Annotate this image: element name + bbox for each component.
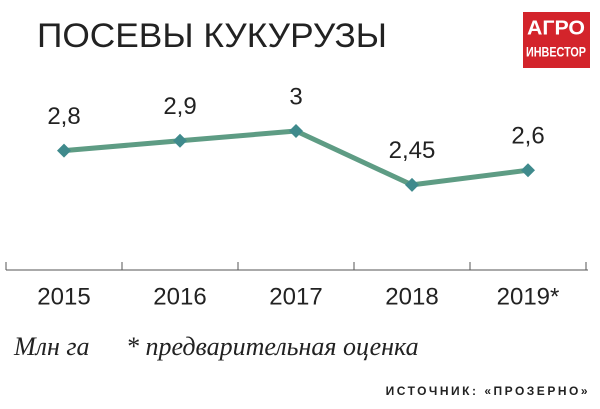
note: * предварительная оценка	[126, 332, 419, 361]
unit-label: Млн га	[13, 332, 90, 361]
value-label: 2,45	[389, 137, 436, 164]
line	[63, 128, 529, 188]
marker	[173, 133, 187, 148]
value-label: 2,8	[47, 103, 80, 130]
logo-text: АГРО	[527, 17, 585, 39]
value-label: 2,9	[163, 93, 196, 120]
x-tick-label: 2017	[269, 283, 322, 310]
x-tick-label: 2016	[153, 283, 206, 310]
marker	[405, 177, 419, 192]
x-tick-label: 2018	[385, 283, 438, 310]
source: ИСТОЧНИК: «ПРОЗЕРНО»	[386, 384, 590, 398]
x-tick-label: 2015	[37, 283, 90, 310]
value-label: 3	[289, 83, 302, 110]
x-tick-label: 2019*	[497, 283, 560, 310]
marker	[521, 163, 535, 178]
value-label: 2,6	[511, 123, 544, 150]
logo-text: ИНВЕСТОР	[526, 44, 586, 60]
logo-box	[523, 12, 590, 68]
chart-title: ПОСЕВЫ КУКУРУЗЫ	[37, 17, 387, 55]
marker	[57, 143, 71, 158]
marker	[289, 124, 303, 138]
